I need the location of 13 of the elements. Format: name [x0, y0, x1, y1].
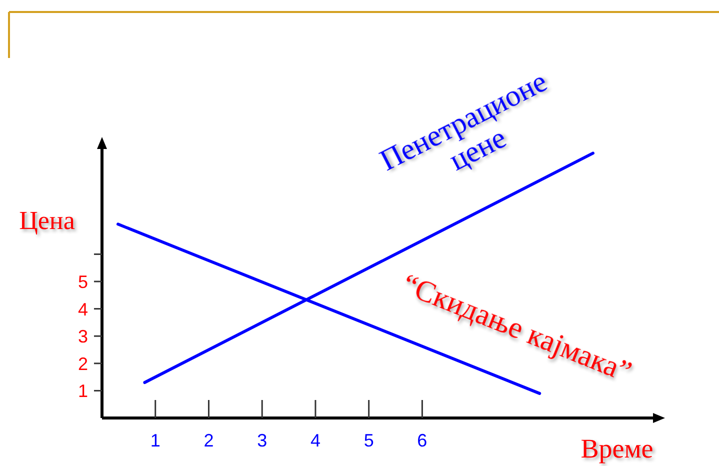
y-tick-label: 1: [78, 381, 88, 402]
x-tick-label: 5: [364, 430, 374, 450]
y-tick-label: 5: [78, 272, 88, 292]
x-tick-label: 2: [204, 430, 214, 450]
x-tick-label: 3: [257, 430, 268, 450]
x-axis-title: Време: [580, 433, 654, 464]
y-tick-label: 2: [78, 354, 88, 374]
y-tick-label: 4: [78, 299, 88, 320]
x-tick-label: 6: [417, 430, 428, 450]
x-tick-label: 4: [310, 430, 320, 450]
y-tick-label: 3: [78, 326, 88, 347]
x-tick-label: 1: [150, 430, 160, 450]
y-axis-title: Цена: [19, 206, 76, 236]
